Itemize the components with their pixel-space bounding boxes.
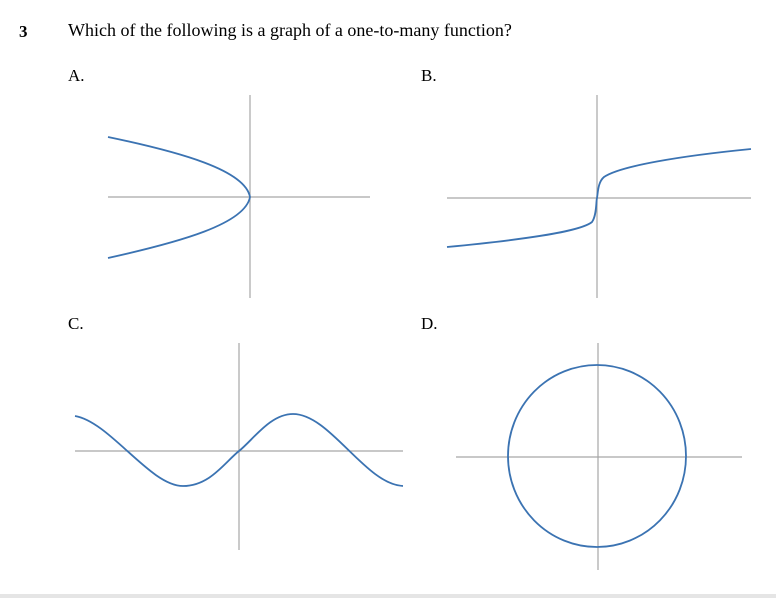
graph-b-curve (446, 148, 752, 248)
graph-c-curve (74, 413, 404, 487)
option-c-label: C. (68, 314, 84, 333)
graph-c (74, 343, 404, 550)
graph-d (456, 343, 742, 570)
option-d-label: D. (421, 314, 438, 333)
graph-a (107, 95, 370, 298)
graph-d-curve (507, 364, 687, 548)
option-b-label: B. (421, 66, 437, 85)
option-a-label: A. (68, 66, 85, 85)
question-number: 3 (19, 22, 28, 41)
graph-b (446, 95, 752, 298)
graph-a-curve (107, 136, 251, 259)
page-bottom-rule (0, 594, 776, 598)
question-text: Which of the following is a graph of a o… (68, 20, 512, 40)
